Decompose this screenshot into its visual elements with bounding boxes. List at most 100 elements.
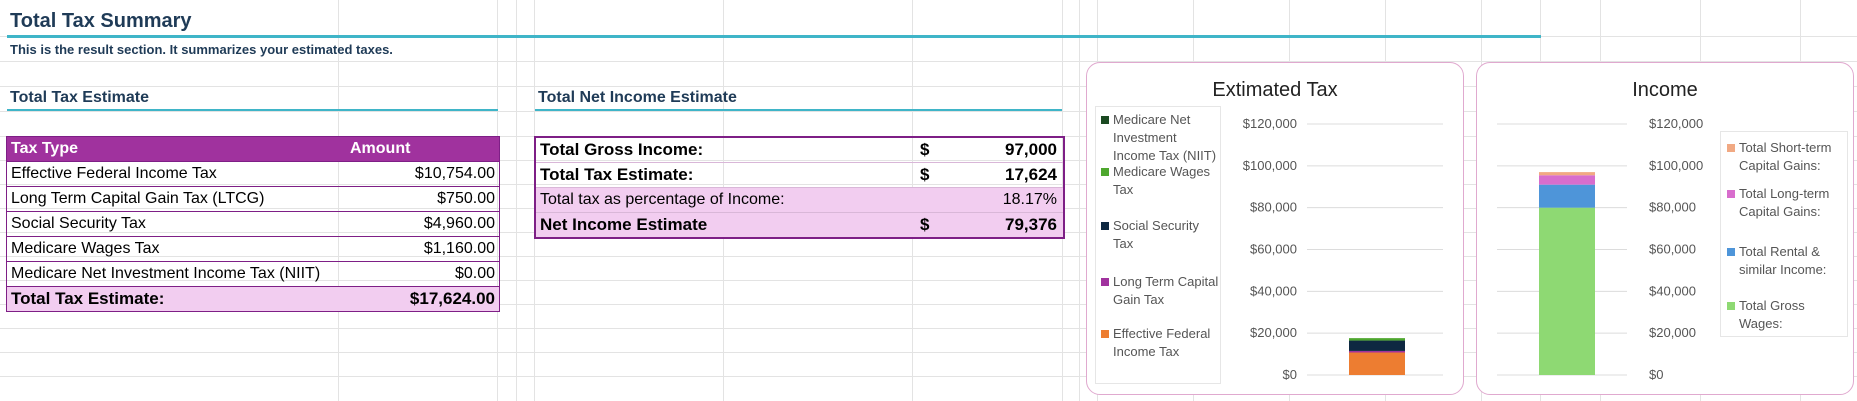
legend-swatch: [1727, 144, 1735, 152]
y-tick-label: $60,000: [1250, 242, 1297, 257]
y-tick-label: $40,000: [1649, 283, 1696, 298]
bar-segment: [1539, 175, 1595, 185]
currency-symbol: $: [920, 215, 930, 234]
legend-label-line: Capital Gains:: [1739, 204, 1821, 219]
y-tick-label: $0: [1283, 367, 1297, 382]
bar-segment: [1349, 340, 1405, 351]
legend-label-line: Wages:: [1739, 316, 1783, 331]
legend-label-line: Total Short-term: [1739, 140, 1831, 155]
y-tick-label: $120,000: [1649, 116, 1703, 131]
chart-legend[interactable]: [1095, 106, 1221, 384]
page-title: Total Tax Summary: [10, 10, 192, 32]
legend-label: Social Security Tax: [1113, 218, 1199, 251]
legend-swatch: [1727, 302, 1735, 310]
chart-title: Income: [1632, 79, 1698, 101]
table-row: Total tax as percentage of Income: 18.17…: [536, 187, 1063, 212]
y-tick-label: $100,000: [1243, 158, 1297, 173]
income-label[interactable]: Total Tax Estimate:: [540, 165, 694, 184]
legend-label-line: Effective Federal: [1113, 326, 1210, 341]
legend-label: Total Long-term Capital Gains:: [1739, 186, 1829, 219]
bar-segment: [1539, 172, 1595, 176]
y-tick-label: $60,000: [1649, 242, 1696, 257]
legend-label-line: Tax: [1113, 236, 1134, 251]
legend-label-line: Gain Tax: [1113, 292, 1165, 307]
legend-label: Long Term Capital Gain Tax: [1113, 274, 1218, 307]
tax-estimate-table: Tax Type Amount Effective Federal Income…: [6, 136, 500, 312]
net-income-divider: [535, 109, 1062, 111]
bar-segment: [1539, 207, 1595, 375]
header-tax-type[interactable]: Tax Type: [11, 140, 78, 157]
income-value[interactable]: 79,376: [1005, 215, 1057, 234]
income-value[interactable]: 97,000: [1005, 140, 1057, 159]
total-amount[interactable]: $17,624.00: [409, 289, 495, 308]
table-row: Effective Federal Income Tax $10,754.00: [7, 161, 499, 186]
bar-segment: [1349, 352, 1405, 375]
tax-type-cell[interactable]: Effective Federal Income Tax: [11, 165, 217, 182]
income-value[interactable]: 18.17%: [1002, 191, 1057, 208]
legend-swatch: [1101, 116, 1109, 124]
title-divider: [7, 35, 1541, 38]
y-tick-label: $80,000: [1250, 200, 1297, 215]
chart-plot: $0 $20,000 $40,000 $60,000 $80,000 $100,000 $1…: [1497, 116, 1831, 382]
y-tick-label: $80,000: [1649, 200, 1696, 215]
net-income-table: Total Gross Income: $ 97,000 Total Tax E…: [534, 136, 1065, 239]
table-row: Medicare Net Investment Income Tax (NIIT…: [7, 261, 499, 286]
y-tick-label: $120,000: [1243, 116, 1297, 131]
legend-swatch: [1101, 330, 1109, 338]
legend-label: Total Short-term Capital Gains:: [1739, 140, 1831, 173]
amount-cell[interactable]: $0.00: [454, 265, 495, 282]
legend-label-line: Income Tax: [1113, 344, 1180, 359]
chart-title: Extimated Tax: [1212, 79, 1338, 101]
y-tick-label: $40,000: [1250, 283, 1297, 298]
table-header-row: Tax Type Amount: [7, 137, 499, 161]
amount-cell[interactable]: $10,754.00: [414, 165, 495, 182]
legend-label: Medicare Net Investment Income Tax (NIIT): [1113, 112, 1216, 163]
tax-estimate-title: Total Tax Estimate: [10, 89, 149, 106]
bar-segment: [1349, 350, 1405, 353]
amount-cell[interactable]: $750.00: [437, 190, 495, 207]
chart-plot: $0 $20,000 $40,000 $60,000 $80,000 $100,000 $1…: [1101, 112, 1443, 382]
income-label[interactable]: Net Income Estimate: [540, 215, 708, 234]
y-tick-label: $100,000: [1649, 158, 1703, 173]
amount-cell[interactable]: $4,960.00: [423, 215, 495, 232]
tax-type-cell[interactable]: Social Security Tax: [11, 215, 146, 232]
table-row: Long Term Capital Gain Tax (LTCG) $750.0…: [7, 186, 499, 211]
y-tick-label: $20,000: [1649, 325, 1696, 340]
page-subtitle: This is the result section. It summarize…: [10, 42, 393, 57]
legend-label-line: Total Long-term: [1739, 186, 1829, 201]
estimated-tax-chart[interactable]: Extimated Tax $0 $20,000 $40,000 $60,000 $80…: [1086, 62, 1464, 395]
income-chart[interactable]: Income $0 $20,000 $40,000 $60,000 $80,000 $10…: [1476, 62, 1854, 395]
total-row: Total Tax Estimate: $17,624.00: [7, 286, 499, 311]
legend-swatch: [1727, 190, 1735, 198]
bar-segment: [1349, 338, 1405, 341]
chart-legend[interactable]: [1720, 131, 1848, 337]
income-label[interactable]: Total Gross Income:: [540, 140, 704, 159]
legend-swatch: [1101, 222, 1109, 230]
legend-swatch: [1727, 248, 1735, 256]
legend-label-line: similar Income:: [1739, 262, 1826, 277]
y-tick-label: $0: [1649, 367, 1663, 382]
currency-symbol: $: [920, 140, 930, 159]
y-tick-label: $20,000: [1250, 325, 1297, 340]
legend-label-line: Long Term Capital: [1113, 274, 1218, 289]
legend-swatch: [1101, 278, 1109, 286]
legend-label-line: Social Security: [1113, 218, 1199, 233]
header-amount[interactable]: Amount: [350, 140, 411, 157]
amount-cell[interactable]: $1,160.00: [423, 240, 495, 257]
tax-type-cell[interactable]: Medicare Wages Tax: [11, 240, 160, 257]
income-label[interactable]: Total tax as percentage of Income:: [540, 191, 785, 208]
table-row: Total Tax Estimate: $ 17,624: [536, 162, 1063, 187]
legend-label-line: Total Gross: [1739, 298, 1805, 313]
legend-label: Medicare Wages Tax: [1113, 164, 1211, 197]
legend-label-line: Income Tax (NIIT): [1113, 148, 1216, 163]
legend-label-line: Medicare Net: [1113, 112, 1191, 127]
table-row: Total Gross Income: $ 97,000: [536, 138, 1063, 162]
income-value[interactable]: 17,624: [1005, 165, 1057, 184]
legend-label: Total Gross Wages:: [1739, 298, 1805, 331]
net-income-title: Total Net Income Estimate: [538, 89, 737, 106]
total-label[interactable]: Total Tax Estimate:: [11, 289, 165, 308]
table-row: Medicare Wages Tax $1,160.00: [7, 236, 499, 261]
tax-type-cell[interactable]: Medicare Net Investment Income Tax (NIIT…: [11, 265, 321, 282]
tax-estimate-divider: [7, 109, 498, 111]
tax-type-cell[interactable]: Long Term Capital Gain Tax (LTCG): [11, 190, 265, 207]
